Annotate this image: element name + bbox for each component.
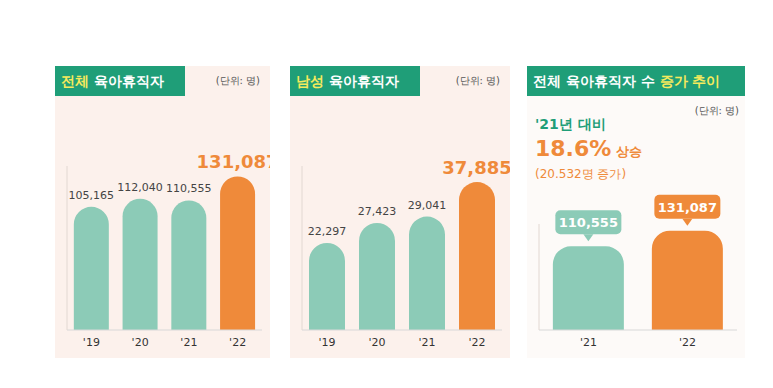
- svg-text:37,885: 37,885: [442, 157, 510, 178]
- svg-text:'21: '21: [418, 336, 435, 349]
- svg-text:'20: '20: [132, 336, 149, 349]
- html-text:남성육아휴직자: 남성육아휴직자: [296, 73, 399, 89]
- html-text:(단위: 명): (단위: 명): [694, 105, 739, 116]
- svg-text:'20: '20: [368, 336, 385, 349]
- svg-text:29,041: 29,041: [408, 199, 447, 212]
- html-text:전체 육아휴직자 수증가 추이: 전체 육아휴직자 수증가 추이: [533, 73, 721, 89]
- svg-text:'22: '22: [229, 336, 246, 349]
- html-text:전체육아휴직자: 전체육아휴직자: [61, 73, 164, 89]
- svg-text:'22: '22: [679, 336, 696, 349]
- svg-text:27,423: 27,423: [358, 205, 397, 218]
- svg-text:110,555: 110,555: [559, 215, 618, 230]
- svg-text:'21: '21: [580, 336, 597, 349]
- svg-text:105,165: 105,165: [69, 189, 115, 202]
- svg-text:'22: '22: [468, 336, 485, 349]
- html-text:(단위: 명): (단위: 명): [455, 75, 500, 86]
- svg-text:112,040: 112,040: [117, 181, 163, 194]
- html-text:(20.532명 증가): (20.532명 증가): [535, 167, 627, 181]
- svg-text:'19: '19: [83, 336, 100, 349]
- svg-text:110,555: 110,555: [166, 182, 212, 195]
- svg-text:131,087: 131,087: [197, 151, 270, 172]
- html-text:18.6%상승: 18.6%상승: [535, 136, 642, 161]
- svg-text:'21: '21: [180, 336, 197, 349]
- html-text:(단위: 명): (단위: 명): [215, 75, 260, 86]
- svg-text:131,087: 131,087: [658, 200, 717, 215]
- html-text:'21년 대비: '21년 대비: [535, 116, 606, 132]
- svg-text:'19: '19: [318, 336, 335, 349]
- svg-text:22,297: 22,297: [308, 225, 347, 238]
